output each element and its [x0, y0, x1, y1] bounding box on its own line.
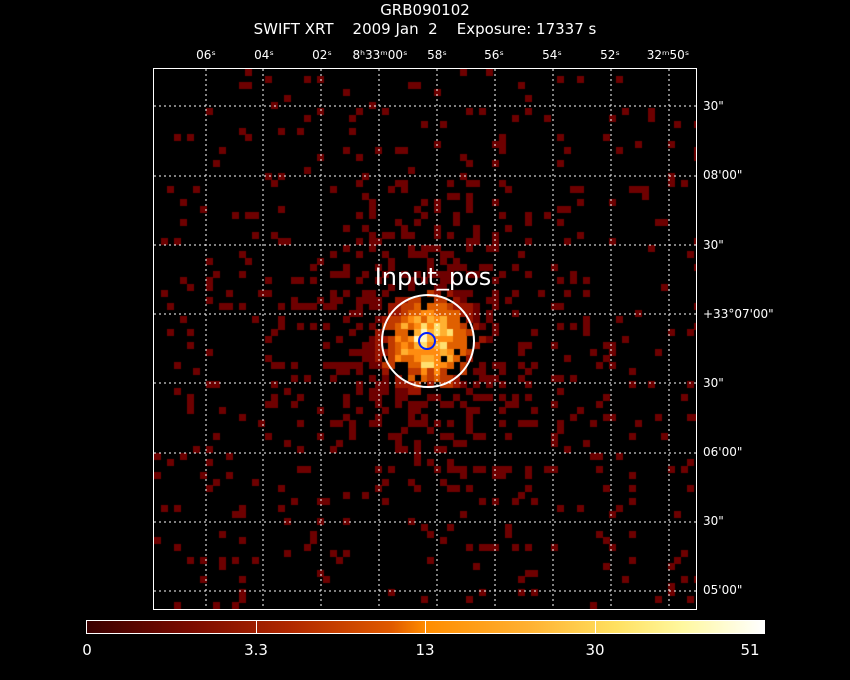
y-tick-label: 30"	[703, 376, 724, 390]
x-tick-label: 54ˢ	[542, 48, 562, 62]
colorbar-tick	[425, 620, 426, 634]
x-tick-label: 06ˢ	[196, 48, 216, 62]
y-tick-label: 30"	[703, 514, 724, 528]
colorbar-label: 3.3	[244, 641, 268, 659]
xray-image-panel: Input_pos	[153, 68, 697, 610]
y-tick-label: 30"	[703, 99, 724, 113]
y-tick-label: 08'00"	[703, 168, 743, 182]
region-label: Input_pos	[375, 263, 492, 291]
input-position-circle	[418, 332, 436, 350]
x-tick-label: 04ˢ	[254, 48, 274, 62]
x-tick-label: 8ʰ33ᵐ00ˢ	[352, 48, 408, 62]
x-tick-label: 02ˢ	[312, 48, 332, 62]
colorbar-label: 0	[82, 641, 92, 659]
x-tick-label: 58ˢ	[427, 48, 447, 62]
overlay: Input_pos	[154, 69, 696, 609]
x-tick-label: 56ˢ	[484, 48, 504, 62]
y-tick-label: 05'00"	[703, 583, 743, 597]
x-tick-label: 52ˢ	[600, 48, 620, 62]
source-region-circle	[381, 294, 475, 388]
colorbar-label: 51	[740, 641, 760, 659]
xray-count-map	[154, 69, 696, 609]
y-tick-label: 30"	[703, 238, 724, 252]
x-tick-label: 32ᵐ50ˢ	[646, 48, 690, 62]
y-tick-label: 06'00"	[703, 445, 743, 459]
colorbar-tick	[595, 620, 596, 634]
plot-subtitle: SWIFT XRT 2009 Jan 2 Exposure: 17337 s	[253, 20, 597, 38]
plot-title: GRB090102	[380, 1, 470, 19]
y-tick-label: +33°07'00"	[703, 307, 774, 321]
colorbar-label: 30	[585, 641, 605, 659]
coordinate-grid	[154, 69, 696, 609]
colorbar-label: 13	[415, 641, 435, 659]
colorbar-tick	[256, 620, 257, 634]
